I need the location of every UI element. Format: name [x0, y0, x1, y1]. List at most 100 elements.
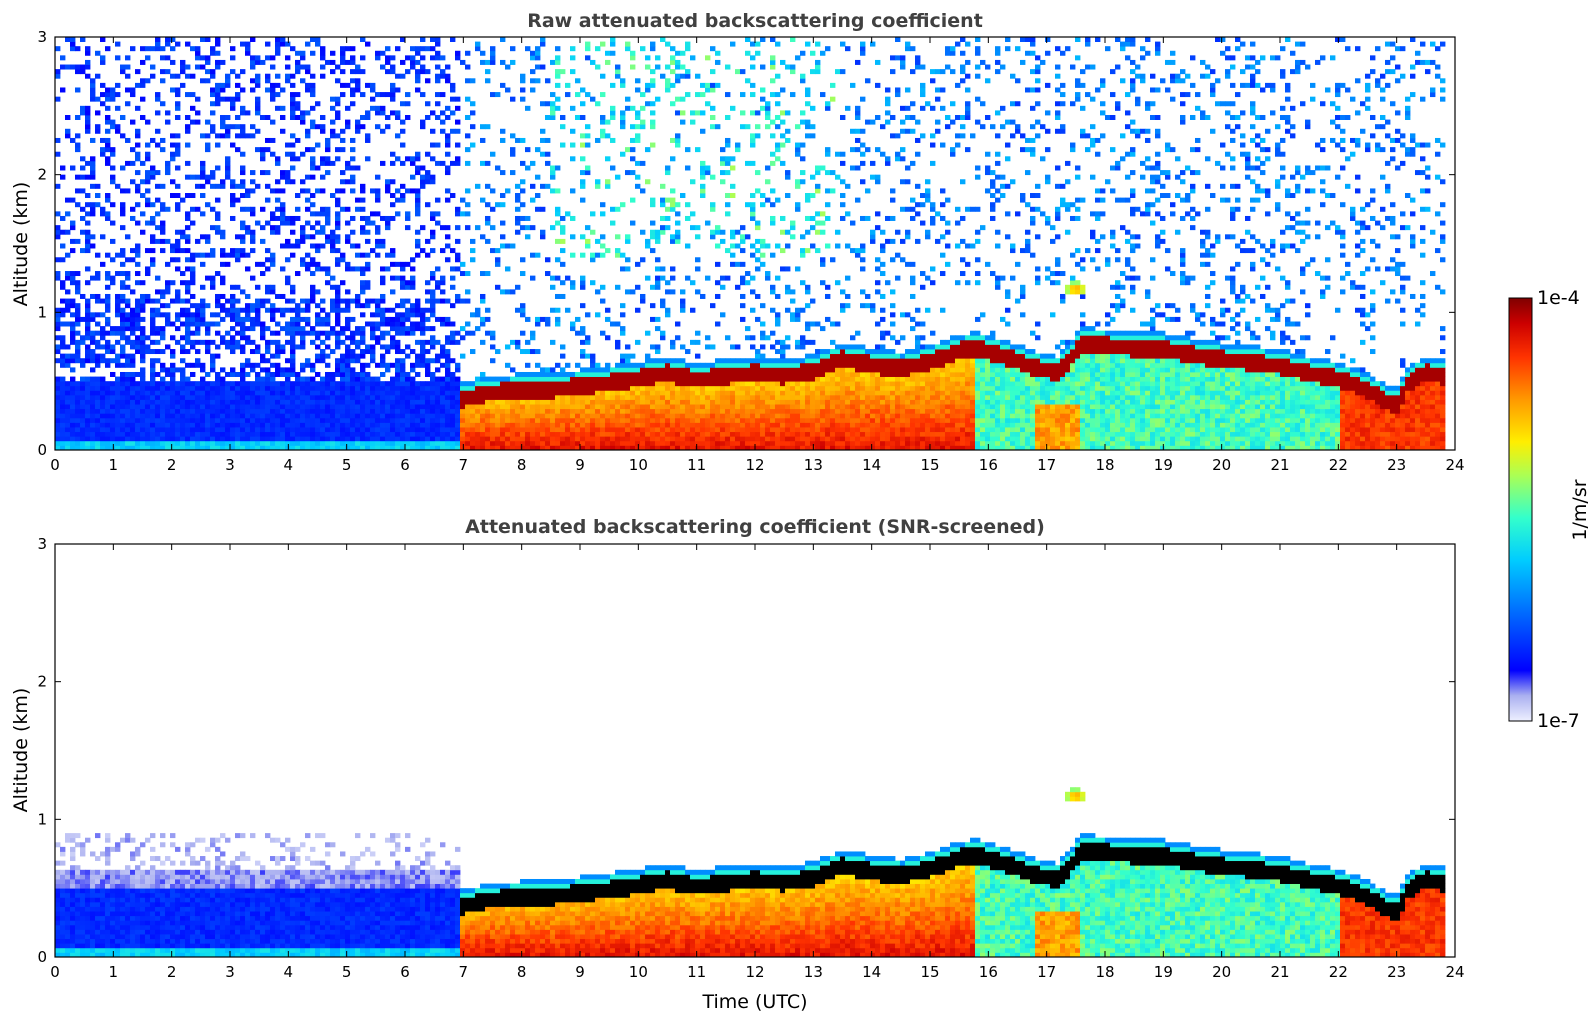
heatmap-cell [70, 197, 76, 203]
heatmap-cell [330, 390, 336, 396]
heatmap-cell [565, 385, 571, 391]
heatmap-cell [125, 64, 131, 70]
heatmap-cell [100, 399, 106, 405]
heatmap-cell [535, 50, 541, 56]
heatmap-cell [130, 312, 136, 318]
heatmap-cell [320, 399, 326, 405]
heatmap-cell [395, 404, 401, 410]
heatmap-cell [615, 248, 621, 254]
heatmap-cell [665, 87, 671, 93]
heatmap-cell [215, 440, 221, 446]
heatmap-cell [360, 417, 366, 423]
heatmap-cell [685, 427, 691, 433]
heatmap-cell [695, 399, 701, 405]
heatmap-cell [590, 59, 596, 65]
heatmap-cell [215, 229, 221, 235]
heatmap-cell [405, 394, 411, 400]
heatmap-cell [60, 353, 66, 359]
heatmap-cell [565, 82, 571, 88]
heatmap-cell [420, 344, 426, 350]
heatmap-cell [105, 303, 111, 309]
heatmap-cell [120, 298, 126, 304]
heatmap-cell [255, 303, 261, 309]
heatmap-cell [380, 92, 386, 98]
heatmap-cell [435, 37, 441, 42]
heatmap-cell [525, 234, 531, 240]
heatmap-cell [85, 110, 91, 116]
heatmap-cell [400, 349, 406, 355]
heatmap-cell [525, 376, 531, 382]
heatmap-cell [720, 371, 726, 377]
heatmap-cell [105, 358, 111, 364]
heatmap-cell [335, 413, 341, 419]
heatmap-cell [605, 133, 611, 139]
heatmap-cell [685, 367, 691, 373]
heatmap-cell [95, 376, 101, 382]
heatmap-cell [445, 73, 451, 79]
heatmap-cell [140, 404, 146, 410]
heatmap-cell [340, 390, 346, 396]
heatmap-cell [395, 73, 401, 79]
heatmap-cell [320, 206, 326, 212]
heatmap-cell [225, 436, 231, 442]
heatmap-cell [640, 431, 646, 437]
heatmap-cell [345, 349, 351, 355]
heatmap-cell [165, 427, 171, 433]
heatmap-cell [215, 211, 221, 217]
heatmap-cell [500, 234, 506, 240]
heatmap-cell [190, 321, 196, 327]
heatmap-cell [630, 427, 636, 433]
heatmap-cell [490, 399, 496, 405]
heatmap-cell [655, 344, 661, 350]
heatmap-cell [600, 243, 606, 249]
heatmap-cell [120, 445, 126, 450]
heatmap-cell [680, 408, 686, 414]
heatmap-cell [110, 394, 116, 400]
heatmap-cell [115, 413, 121, 419]
heatmap-cell [465, 64, 471, 70]
heatmap-cell [615, 422, 621, 428]
heatmap-cell [85, 413, 91, 419]
heatmap-cell [185, 307, 191, 313]
heatmap-cell [700, 188, 706, 194]
heatmap-cell [295, 376, 301, 382]
heatmap-cell [125, 417, 131, 423]
heatmap-cell [150, 64, 156, 70]
heatmap-cell [610, 41, 616, 47]
heatmap-cell [390, 326, 396, 332]
heatmap-cell [120, 436, 126, 442]
heatmap-cell [60, 445, 66, 450]
heatmap-cell [260, 367, 266, 373]
heatmap-cell [90, 170, 96, 176]
heatmap-cell [140, 367, 146, 373]
heatmap-cell [535, 376, 541, 382]
heatmap-cell [130, 289, 136, 295]
heatmap-cell [665, 436, 671, 442]
heatmap-cell [550, 381, 556, 387]
heatmap-cell [245, 404, 251, 410]
heatmap-cell [360, 440, 366, 446]
heatmap-cell [565, 431, 571, 437]
heatmap-cell [430, 156, 436, 162]
heatmap-cell [340, 440, 346, 446]
heatmap-cell [230, 307, 236, 313]
heatmap-cell [315, 445, 321, 450]
heatmap-cell [385, 215, 391, 221]
heatmap-cell [240, 399, 246, 405]
heatmap-cell [160, 399, 166, 405]
heatmap-cell [495, 413, 501, 419]
heatmap-cell [425, 422, 431, 428]
heatmap-cell [155, 427, 161, 433]
heatmap-cell [290, 349, 296, 355]
heatmap-cell [335, 110, 341, 116]
heatmap-cell [145, 417, 151, 423]
heatmap-cell [220, 124, 226, 130]
heatmap-cell [180, 82, 186, 88]
heatmap-cell [345, 298, 351, 304]
heatmap-cell [115, 312, 121, 318]
heatmap-cell [135, 339, 141, 345]
heatmap-cell [345, 124, 351, 130]
heatmap-cell [155, 445, 161, 450]
heatmap-cell [105, 271, 111, 277]
heatmap-cell [695, 417, 701, 423]
